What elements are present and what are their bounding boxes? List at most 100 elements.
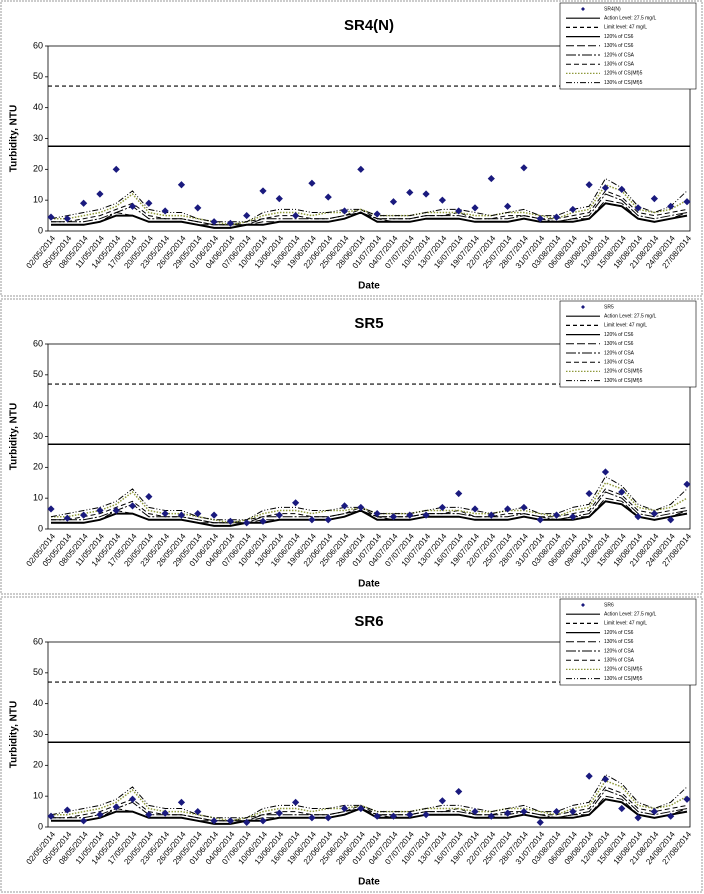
- data-point: [601, 775, 610, 783]
- legend-label: 130% of CS(Mf)5: [604, 378, 643, 384]
- legend-label: 120% of CSA: [604, 52, 635, 58]
- data-point: [487, 511, 495, 519]
- y-tick-label: 50: [33, 71, 43, 81]
- legend-label: Limit level: 47 mg/L: [604, 25, 647, 31]
- data-point: [618, 488, 626, 496]
- data-point: [324, 516, 332, 524]
- data-point: [161, 509, 169, 518]
- data-point: [210, 218, 218, 226]
- legend-label: 120% of CS6: [604, 332, 634, 338]
- data-point: [552, 511, 561, 519]
- y-tick-label: 20: [33, 760, 43, 770]
- data-point: [128, 502, 137, 510]
- data-point: [406, 511, 414, 519]
- series-line: [50, 475, 688, 521]
- y-tick-label: 40: [33, 102, 43, 112]
- data-point: [161, 809, 169, 817]
- data-point: [145, 199, 153, 207]
- y-tick-label: 30: [33, 133, 43, 143]
- data-point: [552, 807, 561, 816]
- legend-label: 120% of CSA: [604, 350, 635, 356]
- legend-label: 130% of CS6: [604, 639, 634, 645]
- y-tick-label: 60: [33, 338, 43, 348]
- legend-label: 130% of CS6: [604, 43, 634, 49]
- data-point: [601, 184, 610, 192]
- legend-label: 130% of CS6: [604, 341, 634, 347]
- data-point: [520, 164, 528, 172]
- data-point: [340, 502, 349, 510]
- data-point: [47, 213, 55, 221]
- data-point: [96, 811, 104, 819]
- series-line: [50, 773, 688, 819]
- data-point: [128, 795, 137, 803]
- y-tick-label: 0: [38, 821, 43, 831]
- series-line: [51, 786, 688, 822]
- data-point: [308, 516, 316, 524]
- data-point: [324, 193, 332, 201]
- data-point: [292, 499, 300, 507]
- y-tick-label: 60: [33, 40, 43, 50]
- y-axis-title: Turbidity, NTU: [9, 403, 20, 470]
- data-point: [667, 812, 675, 820]
- x-axis-title: Date: [358, 281, 380, 292]
- series-line: [51, 789, 688, 822]
- data-point: [504, 505, 512, 513]
- data-point: [275, 809, 283, 817]
- series-line: [51, 193, 688, 226]
- data-point: [357, 804, 365, 813]
- data-point: [145, 493, 153, 501]
- data-point: [177, 181, 186, 189]
- chart-title: SR5: [354, 315, 383, 332]
- chart-title: SR4(N): [344, 17, 394, 34]
- data-point: [210, 511, 218, 519]
- data-point: [210, 817, 218, 825]
- data-point: [308, 179, 316, 187]
- data-point: [259, 187, 267, 195]
- data-point: [80, 199, 88, 207]
- legend-label: 120% of CS6: [604, 34, 634, 40]
- data-point: [259, 517, 267, 525]
- data-point: [569, 513, 577, 521]
- data-point: [438, 196, 446, 204]
- data-point: [585, 489, 593, 498]
- data-point: [569, 205, 577, 214]
- y-tick-label: 20: [33, 164, 43, 174]
- series-line: [51, 488, 688, 524]
- data-point: [243, 519, 251, 527]
- series-line: [51, 183, 688, 226]
- legend-marker: [581, 305, 585, 309]
- legend-label: SR6: [604, 602, 614, 608]
- data-point: [471, 807, 479, 816]
- data-point: [47, 812, 55, 820]
- legend-label: SR5: [604, 304, 614, 310]
- data-point: [585, 181, 593, 189]
- data-point: [177, 511, 186, 519]
- data-point: [373, 210, 381, 218]
- y-tick-label: 30: [33, 431, 43, 441]
- data-point: [63, 514, 71, 522]
- data-point: [667, 202, 675, 210]
- data-point: [455, 489, 463, 498]
- data-point: [63, 215, 71, 223]
- data-point: [340, 207, 349, 215]
- data-point: [504, 202, 512, 210]
- chart-title: SR6: [354, 613, 383, 630]
- data-point: [634, 204, 642, 212]
- series-line: [50, 177, 688, 223]
- data-point: [618, 804, 626, 813]
- data-point: [520, 503, 528, 512]
- legend-label: 120% of CS6: [604, 630, 634, 636]
- data-point: [63, 806, 71, 814]
- legend-label: 120% of CS(Mf)5: [604, 71, 643, 77]
- y-axis-title: Turbidity, NTU: [9, 701, 20, 768]
- data-point: [389, 198, 398, 206]
- legend-label: Action Level: 27.5 mg/L: [604, 314, 656, 320]
- y-tick-label: 60: [33, 636, 43, 646]
- data-point: [536, 215, 544, 223]
- data-point: [504, 809, 512, 817]
- data-point: [275, 511, 283, 519]
- legend-label: 130% of CS(Mf)5: [604, 80, 643, 86]
- data-point: [194, 509, 202, 518]
- data-point: [324, 814, 332, 822]
